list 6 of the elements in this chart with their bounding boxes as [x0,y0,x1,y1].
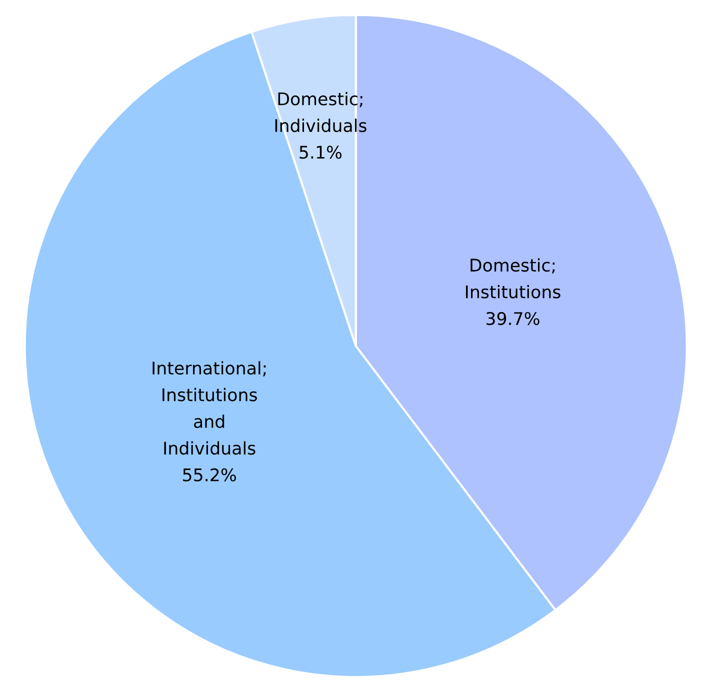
data-label: 39.7% [486,312,540,326]
slice-label: Domestic; Individuals [275,92,366,132]
slice-label: Domestic; Institutions [466,258,560,298]
data-label: 55.2% [183,468,236,482]
slice-label: International; Institutions and Individuals [152,361,266,455]
data-label: 5.1% [300,146,342,159]
